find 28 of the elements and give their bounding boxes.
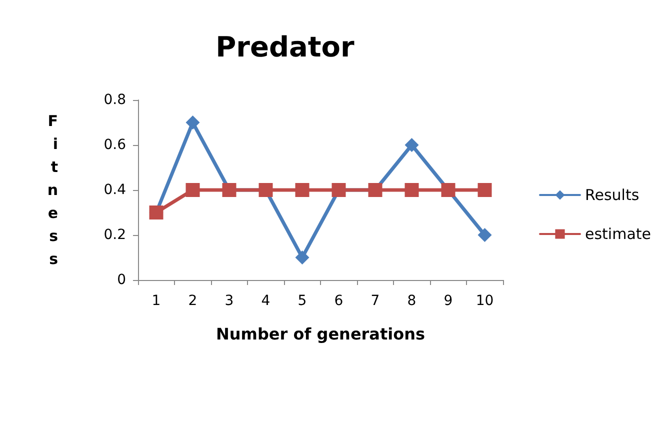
x-tick-label: 1 bbox=[152, 293, 161, 309]
y-tick-label: 0.6 bbox=[104, 137, 126, 153]
x-tick-label: 9 bbox=[444, 293, 453, 309]
y-tick-label: 0 bbox=[117, 272, 126, 288]
point bbox=[404, 183, 419, 197]
y-tick-label: 0.2 bbox=[104, 227, 126, 243]
point bbox=[478, 183, 492, 197]
x-tick-label: 2 bbox=[188, 293, 198, 309]
legend-label: estimate bbox=[584, 225, 652, 243]
x-axis-title: Number of generations bbox=[216, 324, 426, 344]
legend-label: Results bbox=[584, 186, 640, 204]
x-tick-label: 5 bbox=[298, 293, 307, 309]
x-tick-label: 8 bbox=[407, 293, 416, 309]
point bbox=[295, 183, 310, 197]
x-tick-label: 7 bbox=[370, 293, 380, 309]
point bbox=[404, 138, 419, 152]
point bbox=[186, 183, 200, 197]
x-tick-label: 3 bbox=[224, 293, 234, 309]
x-tick-label: 10 bbox=[476, 293, 494, 309]
x-tick-label: 6 bbox=[334, 293, 344, 309]
chart-title: Predator bbox=[216, 30, 355, 64]
y-tick-label: 0.4 bbox=[104, 182, 126, 198]
point bbox=[478, 228, 492, 242]
point bbox=[295, 250, 310, 264]
y-tick-label: 0.8 bbox=[104, 92, 126, 108]
x-tick-label: 4 bbox=[261, 293, 270, 309]
y-axis-title: Fitness bbox=[47, 112, 58, 268]
point bbox=[186, 116, 200, 130]
